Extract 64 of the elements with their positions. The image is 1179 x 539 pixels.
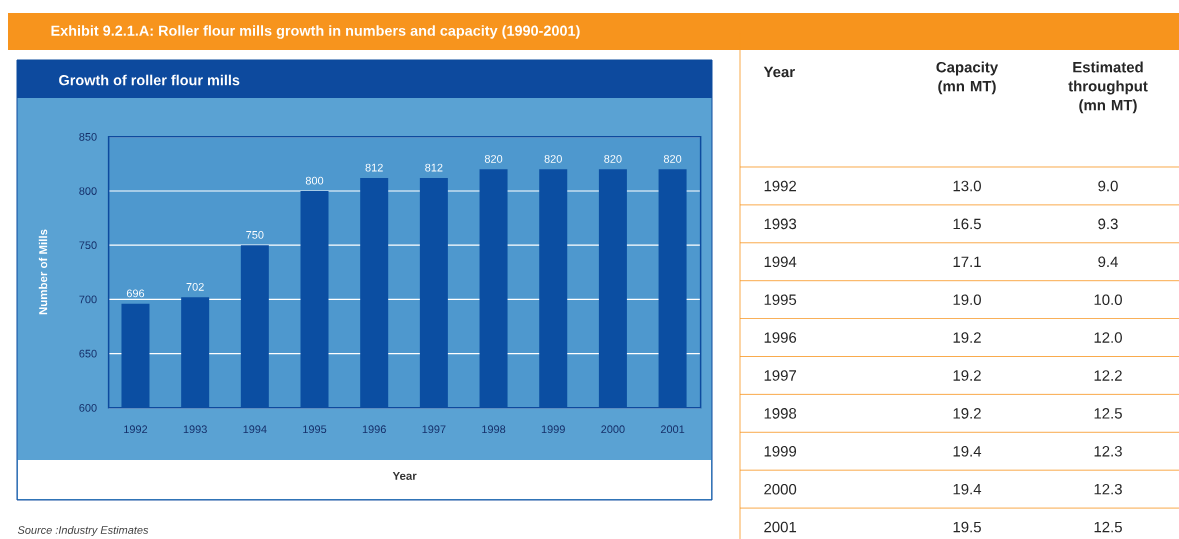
data-label: 12.5 <box>1094 521 1122 533</box>
data-label: 12.3 <box>1094 445 1122 457</box>
y-tick-label: 600 <box>79 403 97 412</box>
x-tick-label: Capacity (mn MT) <box>936 61 999 95</box>
data-label: 12.0 <box>1094 332 1122 343</box>
data-label: 19.4 <box>953 445 982 457</box>
x-tick-label: 1994 <box>243 425 267 434</box>
x-tick-label: 2000 <box>601 425 625 434</box>
y-tick-label: 1998 <box>764 408 797 419</box>
data-label: 17.1 <box>953 256 981 267</box>
data-label: 19.5 <box>953 521 981 533</box>
data-label: 19.2 <box>953 408 981 419</box>
x-tick-label: Estimated throughput (mn MT) <box>1068 61 1148 114</box>
x-axis-title: Year <box>392 471 417 480</box>
y-tick-label: 1997 <box>764 370 797 381</box>
y-tick-label: 1995 <box>764 294 797 305</box>
data-label: 812 <box>425 163 443 172</box>
data-label: 9.4 <box>1098 256 1118 268</box>
data-label: 19.2 <box>953 370 981 381</box>
data-label: 19.2 <box>953 332 981 343</box>
data-label: 13.0 <box>953 180 981 192</box>
data-label: 820 <box>484 155 503 163</box>
y-tick-label: 700 <box>79 295 97 304</box>
x-tick-label: 1997 <box>422 425 446 434</box>
data-label: 702 <box>186 282 204 291</box>
data-label: 10.0 <box>1094 294 1122 305</box>
data-label: 19.0 <box>953 294 981 305</box>
source-note: Source :Industry Estimates <box>17 525 149 537</box>
data-label: 16.5 <box>953 218 981 230</box>
y-tick-label: 2000 <box>764 483 797 495</box>
data-label: 812 <box>365 163 383 172</box>
y-tick-label: 1996 <box>764 332 797 343</box>
data-label: 750 <box>246 230 264 239</box>
data-label: 800 <box>305 176 324 185</box>
y-tick-label: 1993 <box>764 218 797 230</box>
y-tick-label: 850 <box>79 132 97 141</box>
x-tick-label: 1992 <box>124 425 148 434</box>
x-tick-label: 2001 <box>660 425 685 434</box>
x-tick-label: 1993 <box>183 425 207 434</box>
chart-subtitle: Growth of roller flour mills <box>59 74 240 86</box>
data-label: 820 <box>663 155 682 163</box>
y-tick-label: 1994 <box>764 256 797 268</box>
data-label: 820 <box>604 155 622 163</box>
y-axis-title: Year <box>763 66 795 78</box>
y-tick-label: 650 <box>79 349 97 358</box>
y-tick-label: 1992 <box>764 180 797 192</box>
data-label: 12.3 <box>1094 483 1122 495</box>
chart-title: Exhibit 9.2.1.A: Roller flour mills growth in numbers and capacity (1990-2001) <box>51 25 580 39</box>
y-tick-label: 800 <box>79 187 97 195</box>
x-tick-label: 1995 <box>303 425 327 434</box>
data-label: 12.5 <box>1094 408 1122 419</box>
data-label: 12.2 <box>1094 370 1122 381</box>
x-tick-label: 1998 <box>482 425 506 434</box>
y-tick-label: 2001 <box>764 521 797 533</box>
x-tick-label: 1996 <box>362 425 386 434</box>
y-tick-label: 1999 <box>764 445 797 457</box>
x-tick-label: 1999 <box>541 425 565 434</box>
y-tick-label: 750 <box>79 241 97 250</box>
y-axis-title: Number of Mills <box>38 229 48 315</box>
data-label: 9.0 <box>1098 180 1118 192</box>
data-label: 9.3 <box>1098 218 1118 230</box>
data-label: 696 <box>126 289 145 298</box>
data-label: 19.4 <box>953 483 982 495</box>
data-label: 820 <box>544 155 562 163</box>
